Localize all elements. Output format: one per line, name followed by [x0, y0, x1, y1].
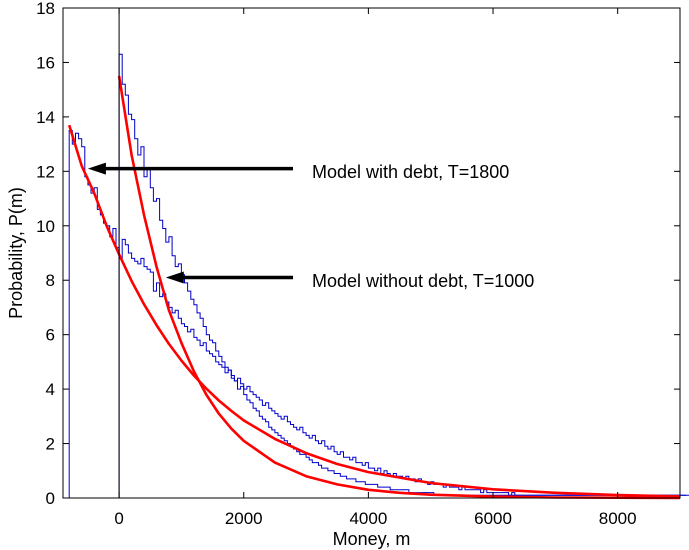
- y-tick-label: 12: [36, 162, 55, 181]
- y-tick-label: 4: [46, 380, 55, 399]
- histogram-series-2: [118, 53, 687, 498]
- x-tick-label: 6000: [474, 509, 512, 528]
- fit-curve-1: [67, 124, 681, 498]
- axes-layer: 0 2000 4000 6000 8000 0 2 4 6 8 10 12 14 16 18 Money, m…: [6, 0, 681, 549]
- y-tick-label: 6: [46, 326, 55, 345]
- histogram-series-1: [68, 130, 689, 498]
- annotation-1: Model with debt, T=1800: [87, 162, 509, 182]
- x-tick-label: 4000: [349, 509, 387, 528]
- x-tick-label: 0: [114, 509, 123, 528]
- y-tick-label: 0: [46, 489, 55, 508]
- annotation-arrowhead: [87, 162, 106, 175]
- annotation-label: Model with debt, T=1800: [312, 162, 509, 182]
- plot-frame: [62, 7, 681, 499]
- fit-layer: [67, 75, 681, 500]
- y-axis-label: Probability, P(m): [6, 187, 26, 319]
- y-tick-label: 16: [36, 53, 55, 72]
- y-tick-label: 2: [46, 435, 55, 454]
- histogram-layer: [68, 53, 689, 498]
- annotation-label: Model without debt, T=1000: [312, 271, 534, 291]
- x-tick-label: 8000: [599, 509, 637, 528]
- y-tick-label: 18: [36, 0, 55, 18]
- y-tick-label: 14: [36, 108, 55, 127]
- y-tick-label: 8: [46, 271, 55, 290]
- annotation-layer: Model with debt, T=1800 Model without deb…: [87, 162, 534, 291]
- fit-curve-2: [117, 75, 681, 500]
- x-axis-label: Money, m: [333, 529, 411, 549]
- annotation-2: Model without debt, T=1000: [165, 271, 534, 291]
- annotation-arrowhead: [165, 271, 184, 284]
- x-tick-label: 2000: [225, 509, 263, 528]
- y-tick-label: 10: [36, 217, 55, 236]
